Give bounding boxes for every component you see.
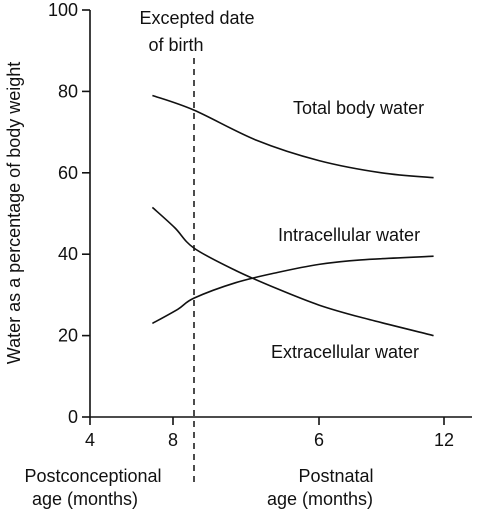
annotation-line2: of birth bbox=[148, 35, 203, 55]
y-tick-label: 0 bbox=[68, 407, 78, 427]
series-label-intracellular: Intracellular water bbox=[278, 225, 420, 245]
y-ticks: 0 20 40 60 80 100 bbox=[48, 0, 90, 427]
series-label-extracellular: Extracellular water bbox=[271, 342, 419, 362]
annotation-line1: Excepted date bbox=[139, 8, 254, 28]
series-line-intracellular-water bbox=[152, 255, 434, 325]
x-ticks: 4 8 6 12 bbox=[85, 417, 454, 450]
y-tick-label: 20 bbox=[58, 326, 78, 346]
postconceptional-label-line1: Postconceptional bbox=[24, 466, 161, 486]
series-line-total-body-water bbox=[152, 94, 434, 179]
postnatal-label-line2: age (months) bbox=[267, 489, 373, 509]
x-tick-label: 6 bbox=[314, 430, 324, 450]
x-tick-label: 4 bbox=[85, 430, 95, 450]
series-label-total: Total body water bbox=[293, 98, 424, 118]
postconceptional-label-line2: age (months) bbox=[32, 489, 138, 509]
series-lines bbox=[151, 94, 434, 337]
x-tick-label: 8 bbox=[168, 430, 178, 450]
y-tick-label: 40 bbox=[58, 244, 78, 264]
y-axis-title: Water as a percentage of body weight bbox=[4, 62, 24, 365]
series-line-extracellular-water bbox=[151, 206, 434, 337]
y-tick-label: 80 bbox=[58, 81, 78, 101]
y-tick-label: 100 bbox=[48, 0, 78, 20]
y-tick-label: 60 bbox=[58, 163, 78, 183]
postnatal-label-line1: Postnatal bbox=[298, 466, 373, 486]
x-tick-label: 12 bbox=[434, 430, 454, 450]
